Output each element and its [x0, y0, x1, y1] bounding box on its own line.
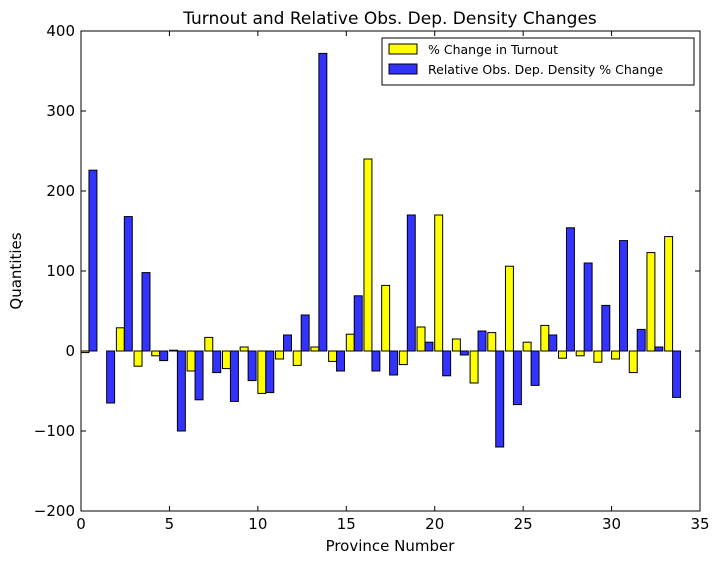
bar-density-22 [477, 330, 487, 352]
x-tick-label-20: 20 [425, 515, 444, 533]
chart-title: Turnout and Relative Obs. Dep. Density C… [182, 9, 597, 29]
bar-turnout-14 [328, 350, 338, 362]
bar-density-2 [123, 216, 133, 352]
bar-density-13 [318, 52, 328, 352]
bar-density-24 [512, 350, 522, 406]
bar-density-26 [548, 334, 558, 352]
x-tick-label-35: 35 [690, 515, 709, 533]
bar-turnout-21 [451, 338, 461, 352]
bar-density-16 [371, 350, 381, 372]
y-tick-label-100: 100 [46, 262, 75, 280]
bar-turnout-7 [204, 336, 214, 352]
bar-density-1 [106, 350, 116, 404]
bar-turnout-13 [310, 346, 320, 352]
bar-turnout-6 [186, 350, 196, 372]
x-tick-label-25: 25 [514, 515, 533, 533]
bar-density-10 [265, 350, 275, 394]
bar-turnout-22 [469, 350, 479, 384]
bar-density-7 [212, 350, 222, 374]
bar-density-6 [194, 350, 204, 401]
bar-density-23 [495, 350, 505, 448]
bar-turnout-10 [257, 350, 267, 394]
bar-density-0 [88, 169, 98, 352]
bar-turnout-4 [151, 350, 161, 357]
bar-turnout-19 [416, 326, 426, 352]
bar-density-30 [619, 240, 628, 352]
legend-swatch-1 [388, 63, 418, 75]
x-tick-label-0: 0 [76, 515, 86, 533]
plot-frame [80, 30, 701, 512]
bar-turnout-11 [275, 350, 285, 360]
bar-turnout-18 [398, 350, 408, 366]
y-tick-label-300: 300 [46, 102, 75, 120]
x-tick-label-15: 15 [337, 515, 356, 533]
x-tick-label-10: 10 [248, 515, 267, 533]
legend: % Change in Turnout Relative Obs. Dep. De… [381, 37, 695, 86]
y-tick-label-400: 400 [46, 22, 75, 40]
bar-density-19 [424, 341, 434, 352]
bar-turnout-24 [504, 265, 514, 352]
bar-density-4 [159, 350, 169, 362]
bar-turnout-23 [487, 332, 497, 352]
bar-turnout-5 [168, 349, 178, 352]
bar-density-29 [601, 304, 611, 352]
bar-turnout-27 [558, 350, 567, 359]
bar-turnout-17 [381, 284, 391, 352]
bar-turnout-2 [115, 327, 125, 352]
bar-turnout-29 [593, 350, 603, 363]
bar-density-28 [583, 262, 593, 352]
bar-turnout-15 [345, 333, 355, 352]
bar-turnout-25 [522, 341, 532, 352]
y-axis-label: Quantities [7, 232, 25, 309]
bar-turnout-30 [611, 350, 621, 360]
bar-density-20 [442, 350, 452, 377]
bar-turnout-20 [434, 214, 444, 352]
bar-density-11 [283, 334, 292, 352]
legend-label-1: Relative Obs. Dep. Density % Change [428, 62, 663, 77]
bar-density-5 [176, 350, 186, 432]
x-tick-label-30: 30 [602, 515, 621, 533]
bar-turnout-33 [664, 236, 674, 352]
y-tick-label-200: 200 [46, 182, 75, 200]
bar-density-21 [459, 350, 469, 356]
legend-swatch-0 [388, 43, 418, 55]
bar-density-14 [336, 350, 346, 372]
bar-density-3 [141, 272, 151, 352]
bar-density-15 [353, 295, 363, 352]
bar-turnout-12 [292, 350, 302, 366]
bar-turnout-26 [540, 324, 550, 352]
bar-turnout-9 [239, 346, 249, 352]
legend-label-0: % Change in Turnout [428, 42, 558, 57]
axes: 0 5 10 15 20 25 30 35 400 300 200 100 0 −100 −200 [34, 22, 710, 533]
bar-density-25 [530, 350, 540, 386]
bar-density-18 [406, 214, 416, 352]
bar-turnout-16 [363, 158, 373, 352]
bar-density-8 [229, 350, 239, 402]
bar-turnout-3 [133, 350, 143, 367]
bar-turnout-8 [221, 350, 231, 370]
y-tick-label--200: −200 [34, 502, 75, 520]
x-tick-label-5: 5 [165, 515, 175, 533]
bar-turnout-32 [646, 252, 656, 352]
bar-density-17 [389, 350, 399, 376]
bar-density-33 [672, 350, 682, 398]
x-axis-label: Province Number [326, 537, 456, 555]
bar-density-27 [565, 227, 575, 352]
bar-density-9 [247, 350, 257, 382]
bar-turnout-28 [575, 350, 585, 357]
bar-density-12 [300, 314, 310, 352]
bars [80, 52, 682, 448]
bar-density-32 [654, 346, 664, 352]
y-tick-label--100: −100 [34, 422, 75, 440]
bar-turnout-31 [628, 350, 638, 374]
legend-box [381, 37, 695, 86]
y-tick-label-0: 0 [65, 342, 75, 360]
bar-density-31 [636, 328, 646, 352]
